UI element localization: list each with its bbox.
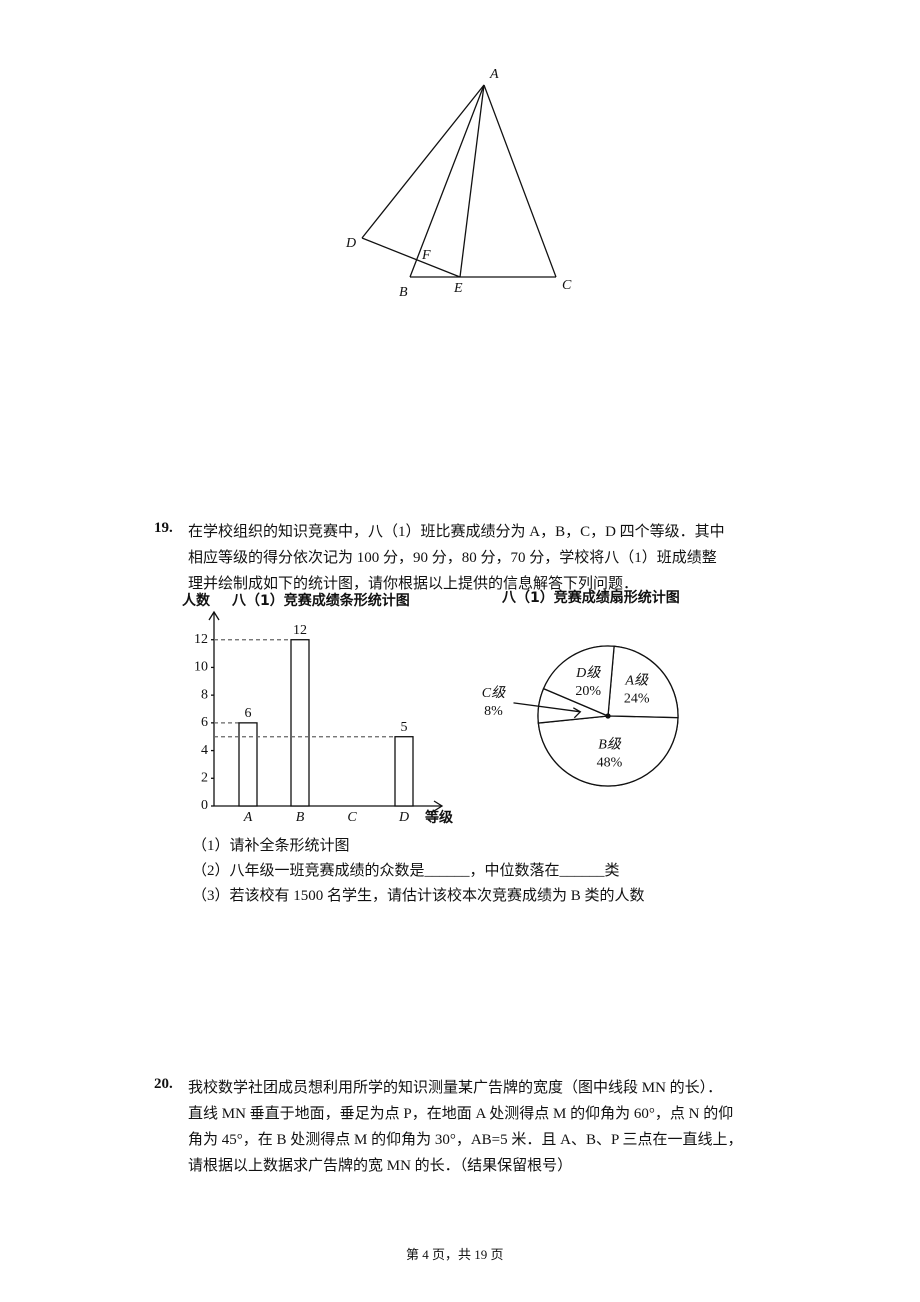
geometry-figure: A D F B E C [345, 67, 572, 300]
slice-value: 48% [597, 756, 623, 771]
slice-label: B级 [598, 737, 622, 753]
bar [238, 722, 258, 807]
pie-center [605, 713, 611, 719]
pie-chart: 八（1）竞赛成绩扇形统计图 A级 24% B级 48% C级 8% D级 20% [482, 589, 680, 787]
x-axis-label: 等级 [425, 809, 454, 826]
y-tick-label: 12 [194, 632, 208, 647]
pointer-arrow [513, 702, 582, 719]
sub-question: （1）请补全条形统计图 [192, 838, 350, 854]
y-tick-label: 4 [201, 743, 208, 758]
footer: 第 4 页，共 19 页 [406, 1247, 504, 1262]
x-tick-label: D [398, 810, 409, 825]
data-label: 12 [293, 623, 307, 638]
question-line: 在学校组织的知识竞赛中，八（1）班比赛成绩分为 A，B，C，D 四个等级．其中 [188, 524, 725, 540]
point-label: C [562, 278, 572, 293]
axis-arrow [433, 800, 444, 812]
question-line: 请根据以上数据求广告牌的宽 MN 的长．（结果保留根号） [188, 1158, 573, 1174]
point-label: B [399, 285, 408, 300]
slice-value: 8% [484, 704, 503, 719]
slice-label: A级 [624, 673, 649, 689]
segment [361, 237, 461, 278]
question-number: 20. [154, 1076, 173, 1092]
bar [290, 639, 310, 807]
y-tick-label: 8 [201, 687, 208, 702]
point-label: A [489, 67, 499, 82]
question-number: 19. [154, 520, 173, 536]
question-line: 我校数学社团成员想利用所学的知识测量某广告牌的宽度（图中线段 MN 的长）． [188, 1080, 723, 1096]
y-axis-label: 人数 [182, 592, 211, 609]
segment [483, 84, 557, 278]
slice-value: 20% [575, 684, 601, 699]
pie-slice [607, 645, 679, 719]
bar-chart: 人数 八（1）竞赛成绩条形统计图 等级 0 2 4 6 8 10 12 A 6 B 12 C D 5 [182, 592, 454, 826]
x-tick-label: A [243, 810, 253, 825]
chart-title: 八（1）竞赛成绩条形统计图 [231, 592, 410, 609]
axis-arrow [208, 610, 220, 621]
data-label: 5 [401, 720, 408, 735]
segment [409, 84, 485, 278]
segment [459, 84, 485, 278]
question-line: 相应等级的得分依次记为 100 分，90 分，80 分，70 分，学校将八（1）… [188, 550, 717, 566]
question-line: 直线 MN 垂直于地面，垂足为点 P，在地面 A 处测得点 M 的仰角为 60°… [188, 1106, 734, 1122]
segment [361, 84, 485, 239]
y-tick-label: 2 [201, 771, 208, 786]
x-tick-label: C [347, 810, 357, 825]
data-label: 6 [245, 706, 252, 721]
y-tick-label: 10 [194, 660, 208, 675]
bar [394, 736, 414, 807]
pie-slice [537, 715, 679, 787]
slice-label: D级 [575, 665, 601, 681]
point-label: E [453, 281, 463, 296]
y-tick-label: 6 [201, 715, 208, 730]
sub-question: （2）八年级一班竞赛成绩的众数是______，中位数落在______类 [192, 863, 620, 879]
y-tick-label: 0 [201, 798, 208, 813]
x-tick-label: B [296, 810, 305, 825]
slice-value: 24% [624, 692, 650, 707]
slice-label: C级 [482, 685, 506, 701]
point-label: F [421, 248, 431, 263]
pie-slice [542, 645, 615, 717]
question-line: 角为 45°，在 B 处测得点 M 的仰角为 30°，AB=5 米．且 A、B、… [188, 1132, 743, 1148]
sub-question: （3）若该校有 1500 名学生，请估计该校本次竞赛成绩为 B 类的人数 [192, 888, 645, 904]
chart-title: 八（1）竞赛成绩扇形统计图 [501, 589, 680, 606]
question-line: 理并绘制成如下的统计图，请你根据以上提供的信息解答下列问题． [188, 576, 639, 592]
point-label: D [345, 236, 356, 251]
